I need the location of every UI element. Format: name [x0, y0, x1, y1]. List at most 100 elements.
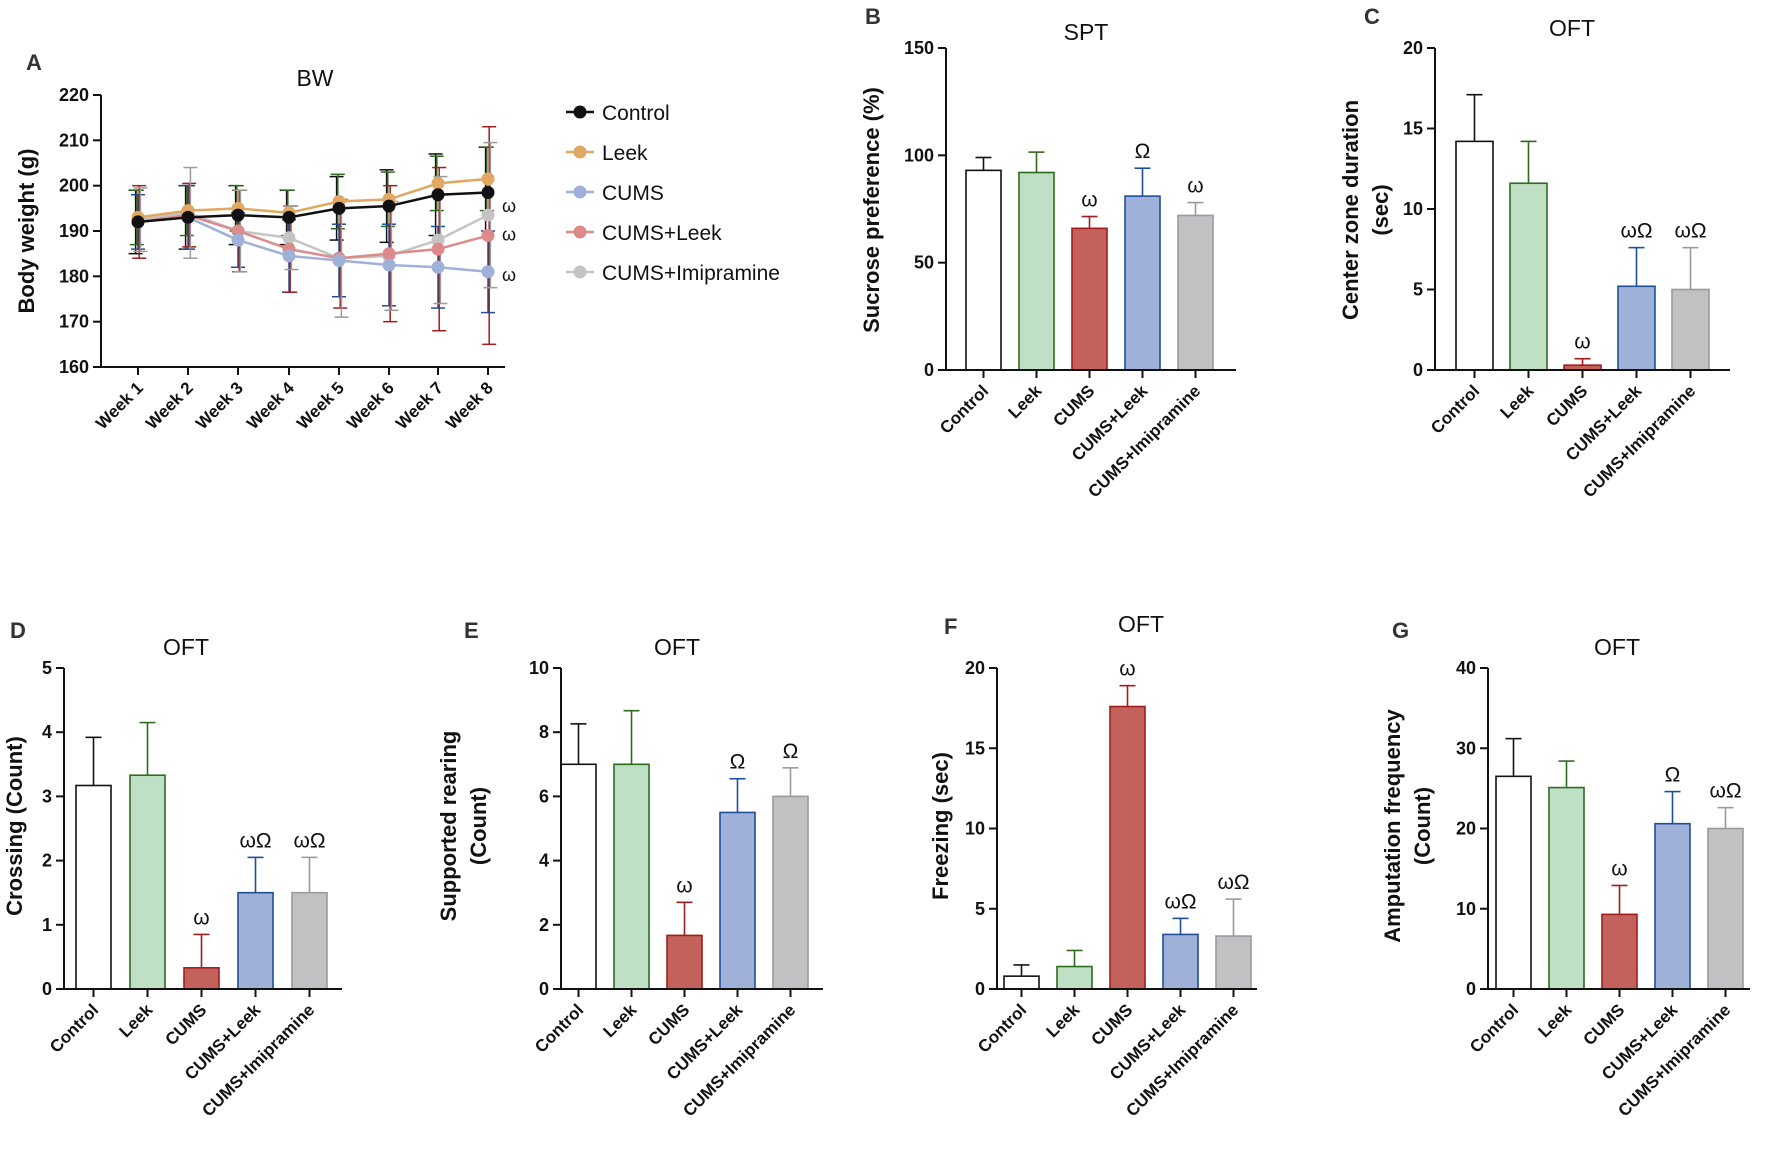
data-point-cums-imipramine — [282, 231, 296, 245]
data-point-control — [181, 210, 195, 224]
y-tick-label: 160 — [59, 357, 89, 377]
y-tick-label: 40 — [1456, 658, 1476, 678]
y-tick-label: 10 — [965, 819, 985, 839]
chart-title: OFT — [1594, 634, 1640, 660]
significance-mark: ω — [193, 906, 209, 929]
y-axis-label-line: Crossing (Count) — [2, 736, 27, 916]
bar-control — [965, 169, 1002, 371]
y-axis-label-line: (sec) — [1368, 184, 1393, 235]
chart-title: BW — [296, 65, 333, 91]
data-point-control — [131, 215, 145, 229]
y-tick-label: 20 — [1403, 38, 1423, 58]
x-tick-label: CUMS — [1049, 381, 1098, 430]
data-point-control — [481, 185, 495, 199]
significance-mark: ω — [1574, 331, 1590, 354]
bar-cums-leek — [1617, 285, 1656, 371]
y-axis-label-line: Sucrose preference (%) — [859, 87, 884, 333]
data-point-cums-imipramine — [481, 208, 495, 222]
y-tick-label: 210 — [59, 130, 89, 150]
series-line-leek — [137, 177, 489, 219]
y-tick-label: 4 — [42, 722, 52, 742]
data-point-cums-leek — [382, 247, 396, 261]
legend-marker-cums — [573, 185, 587, 199]
y-axis-label-line: Center zone duration — [1338, 100, 1363, 320]
bar-cums-imipramine — [1671, 288, 1710, 371]
y-tick-label: 100 — [904, 145, 934, 165]
legend-label-control: Control — [602, 102, 670, 125]
y-axis-label: Crossing (Count) — [2, 736, 27, 916]
x-tick-label: Week 2 — [142, 378, 197, 433]
legend-marker-leek — [573, 145, 587, 159]
bar-control — [1455, 140, 1494, 371]
y-tick-label: 10 — [1456, 899, 1476, 919]
x-tick-label: Week 8 — [442, 378, 497, 433]
y-axis-label: Freezing (sec) — [928, 752, 953, 900]
y-tick-label: 30 — [1456, 738, 1476, 758]
y-tick-label: 20 — [965, 658, 985, 678]
x-tick-label: Leek — [599, 1000, 640, 1041]
y-axis-label: Amputation frequency (Count) — [1380, 709, 1435, 943]
y-tick-label: 8 — [539, 722, 549, 742]
bar-control — [1495, 775, 1532, 990]
legend-marker-cums-imipramine — [573, 265, 587, 279]
legend-label-cums: CUMS — [602, 182, 664, 205]
y-tick-label: 15 — [1403, 119, 1423, 139]
y-tick-label: 2 — [42, 851, 52, 871]
bar-cums — [666, 934, 703, 990]
y-tick-label: 6 — [539, 786, 549, 806]
bar-cums-imipramine — [1177, 214, 1214, 371]
y-tick-label: 180 — [59, 266, 89, 286]
y-tick-label: 190 — [59, 221, 89, 241]
x-tick-label: Control — [936, 381, 992, 437]
data-point-cums-leek — [231, 224, 245, 238]
panel-letter: C — [1364, 4, 1380, 29]
data-point-control — [231, 208, 245, 222]
data-point-cums — [481, 265, 495, 279]
y-tick-label: 150 — [904, 38, 934, 58]
y-axis-label-line: (Count) — [466, 787, 491, 865]
panel-letter: D — [10, 618, 26, 643]
x-tick-label: Leek — [1042, 1000, 1083, 1041]
y-tick-label: 170 — [59, 312, 89, 332]
chart-panel-b: B SPT Sucrose preference (%) Control Leek ω CU… — [859, 4, 1236, 501]
panel-letter: A — [26, 50, 42, 75]
bar-leek — [129, 774, 166, 990]
x-tick-label: Week 3 — [192, 378, 247, 433]
data-point-cums — [282, 249, 296, 263]
series-line-cums — [137, 216, 489, 274]
y-axis-label: Sucrose preference (%) — [859, 87, 884, 333]
y-tick-label: 20 — [1456, 819, 1476, 839]
x-tick-label: Week 4 — [243, 378, 298, 433]
y-tick-label: 0 — [539, 979, 549, 999]
y-tick-label: 0 — [975, 979, 985, 999]
significance-mark: ω — [502, 265, 516, 285]
significance-mark: ωΩ — [239, 829, 271, 852]
y-tick-label: 1 — [42, 915, 52, 935]
x-tick-label: Leek — [115, 1000, 156, 1041]
data-point-cums — [231, 233, 245, 247]
significance-mark: ω — [502, 225, 516, 245]
y-tick-label: 0 — [42, 979, 52, 999]
legend: Control Leek CUMS CUMS+Leek CUMS+Imipramine — [566, 102, 780, 285]
bar-cums-leek — [1124, 195, 1161, 371]
significance-mark: ωΩ — [1217, 871, 1249, 894]
x-tick-label: CUMS — [1087, 1000, 1136, 1049]
x-tick-label: Leek — [1004, 381, 1045, 422]
y-axis-label: Center zone duration (sec) — [1338, 100, 1393, 320]
bar-cums-imipramine — [1707, 827, 1744, 990]
significance-mark: ω — [502, 196, 516, 216]
chart-title: OFT — [654, 634, 700, 660]
significance-mark: ω — [676, 874, 692, 897]
bar-cums — [1601, 913, 1638, 990]
data-point-control — [431, 188, 445, 202]
data-point-cums — [332, 253, 346, 267]
chart-title: OFT — [1549, 15, 1595, 41]
panel-letter: E — [464, 618, 479, 643]
y-axis-label-line: (Count) — [1410, 787, 1435, 865]
x-tick-label: Week 6 — [343, 378, 398, 433]
bar-leek — [613, 763, 650, 990]
